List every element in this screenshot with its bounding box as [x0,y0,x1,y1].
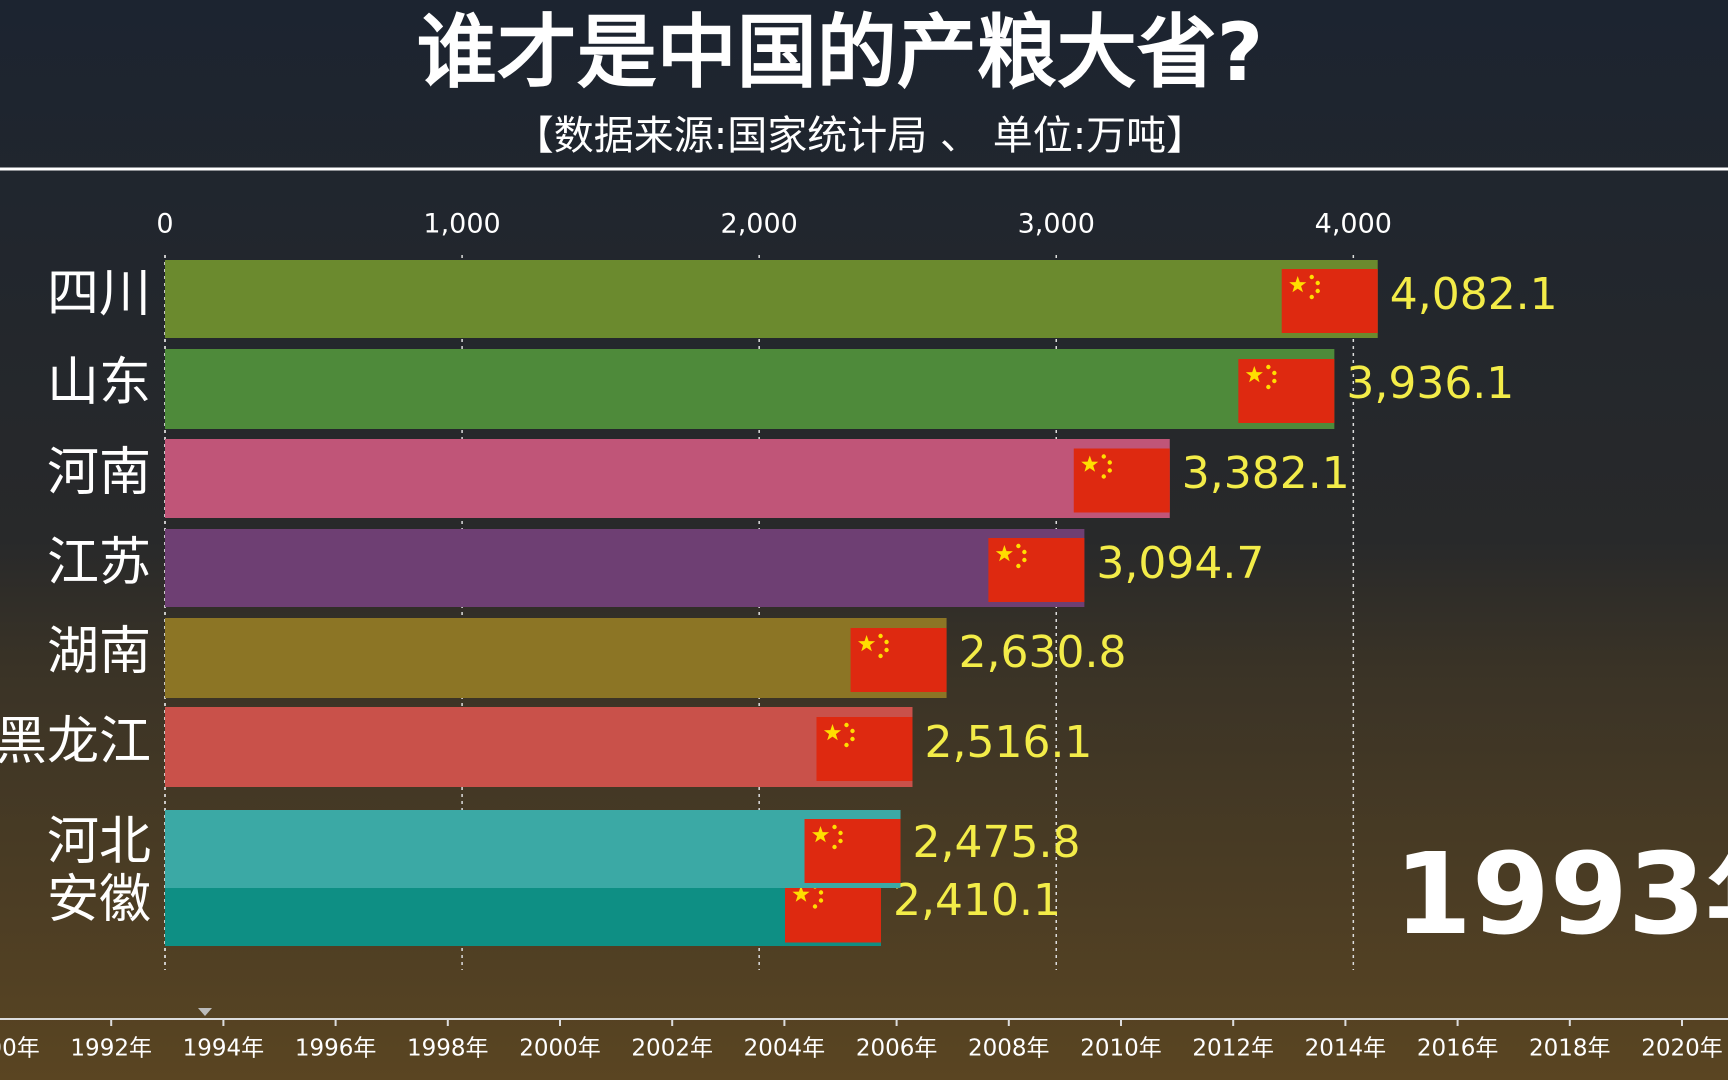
flag [850,628,947,692]
flag-small-star [1101,454,1106,459]
flag-small-star [818,890,824,895]
bar [165,707,913,787]
timeline-label: 2020年 [1641,1036,1723,1062]
flag-small-star [832,824,837,830]
flag [1281,269,1378,333]
flag-small-star [1022,549,1027,555]
flag-small-star [832,844,837,850]
flag-small-star [1315,280,1320,286]
flag-small-star [838,830,843,836]
x-tick-label: 4,000 [1315,209,1392,240]
flag-small-star [1016,543,1021,549]
flag-small-star [878,653,883,659]
flag-small-star [850,736,855,742]
timeline-label: 2010年 [1080,1036,1162,1062]
bar [165,439,1170,518]
x-tick-label: 1,000 [423,209,500,240]
timeline-label: 2004年 [744,1036,826,1062]
bar [165,349,1335,429]
flag-small-star [818,898,824,903]
flag-small-star [878,633,883,639]
flag-small-star [844,742,849,748]
value-label: 2,630.8 [959,627,1127,678]
flag-star [995,545,1013,562]
flag-small-star [1309,294,1314,300]
flag [1073,448,1170,513]
chart-subtitle: 【数据来源:国家统计局 、 单位:万吨】 [514,113,1206,159]
flag-small-star [1101,474,1106,479]
year-label: 1993年 [1394,830,1728,960]
flag-small-star [844,722,849,728]
value-label: 2,475.8 [913,817,1081,868]
timeline-marker [198,1008,212,1016]
flag-small-star [1272,370,1277,376]
flag [988,538,1085,602]
bar [165,810,901,888]
timeline-label: 2000年 [519,1036,601,1062]
flag [804,819,901,883]
flag-small-star [1022,557,1027,563]
category-label: 安徽 [47,870,151,930]
timeline-label: 2018年 [1529,1036,1611,1062]
bar [165,529,1085,607]
timeline-label: 2016年 [1417,1036,1499,1062]
value-label: 4,082.1 [1390,269,1558,320]
value-label: 3,936.1 [1346,358,1514,409]
value-label: 2,410.1 [893,875,1061,926]
flag-star [812,826,830,843]
timeline-label: 2012年 [1192,1036,1274,1062]
timeline-label: 2002年 [631,1036,713,1062]
timeline-label: 2008年 [968,1036,1050,1062]
timeline-label: 1992年 [70,1036,152,1062]
timeline-label: 1998年 [407,1036,489,1062]
flag-small-star [1272,378,1277,384]
timeline-label: 2006年 [856,1036,938,1062]
flag-star [1245,366,1263,383]
value-label: 3,094.7 [1096,538,1264,589]
flag-star [823,724,842,741]
flag [1238,359,1335,423]
value-label: 2,516.1 [924,717,1092,768]
flag-small-star [812,904,818,909]
value-label: 3,382.1 [1182,448,1350,499]
flag-small-star [838,838,843,844]
timeline-label: 1990年 [0,1036,40,1062]
x-tick-label: 0 [156,209,173,240]
category-label: 湖南 [47,622,151,682]
flag-small-star [884,647,889,653]
flag-star [1289,276,1307,293]
timeline-label: 1994年 [183,1036,265,1062]
flag-star [858,635,876,652]
flag-small-star [850,728,855,734]
flag-small-star [1107,468,1112,473]
flag-small-star [1315,288,1320,294]
flag-small-star [1107,460,1112,465]
flag-small-star [1309,274,1314,280]
flag-small-star [1266,384,1271,390]
category-label: 山东 [47,353,151,413]
timeline-label: 1996年 [295,1036,377,1062]
chart-title: 谁才是中国的产粮大省? [417,6,1263,99]
timeline-label: 2014年 [1305,1036,1387,1062]
bar [165,260,1378,338]
category-label: 江苏 [47,533,151,593]
category-label: 河北 [47,812,151,872]
x-tick-label: 2,000 [721,209,798,240]
flag [816,717,913,781]
flag-small-star [884,639,889,645]
category-label: 黑龙江 [0,712,151,772]
bar [165,618,947,698]
plot: 0 1,000 2,000 3,000 4,000 2,410.1 安徽 2,475.8 河北 2… [0,209,1558,970]
flag-star [1081,455,1099,472]
flag-small-star [1266,364,1271,370]
flag-small-star [1016,563,1021,569]
category-label: 河南 [47,443,151,503]
flag [785,878,882,943]
x-tick-label: 3,000 [1018,209,1095,240]
category-label: 四川 [47,264,151,324]
flag-star [792,885,810,902]
